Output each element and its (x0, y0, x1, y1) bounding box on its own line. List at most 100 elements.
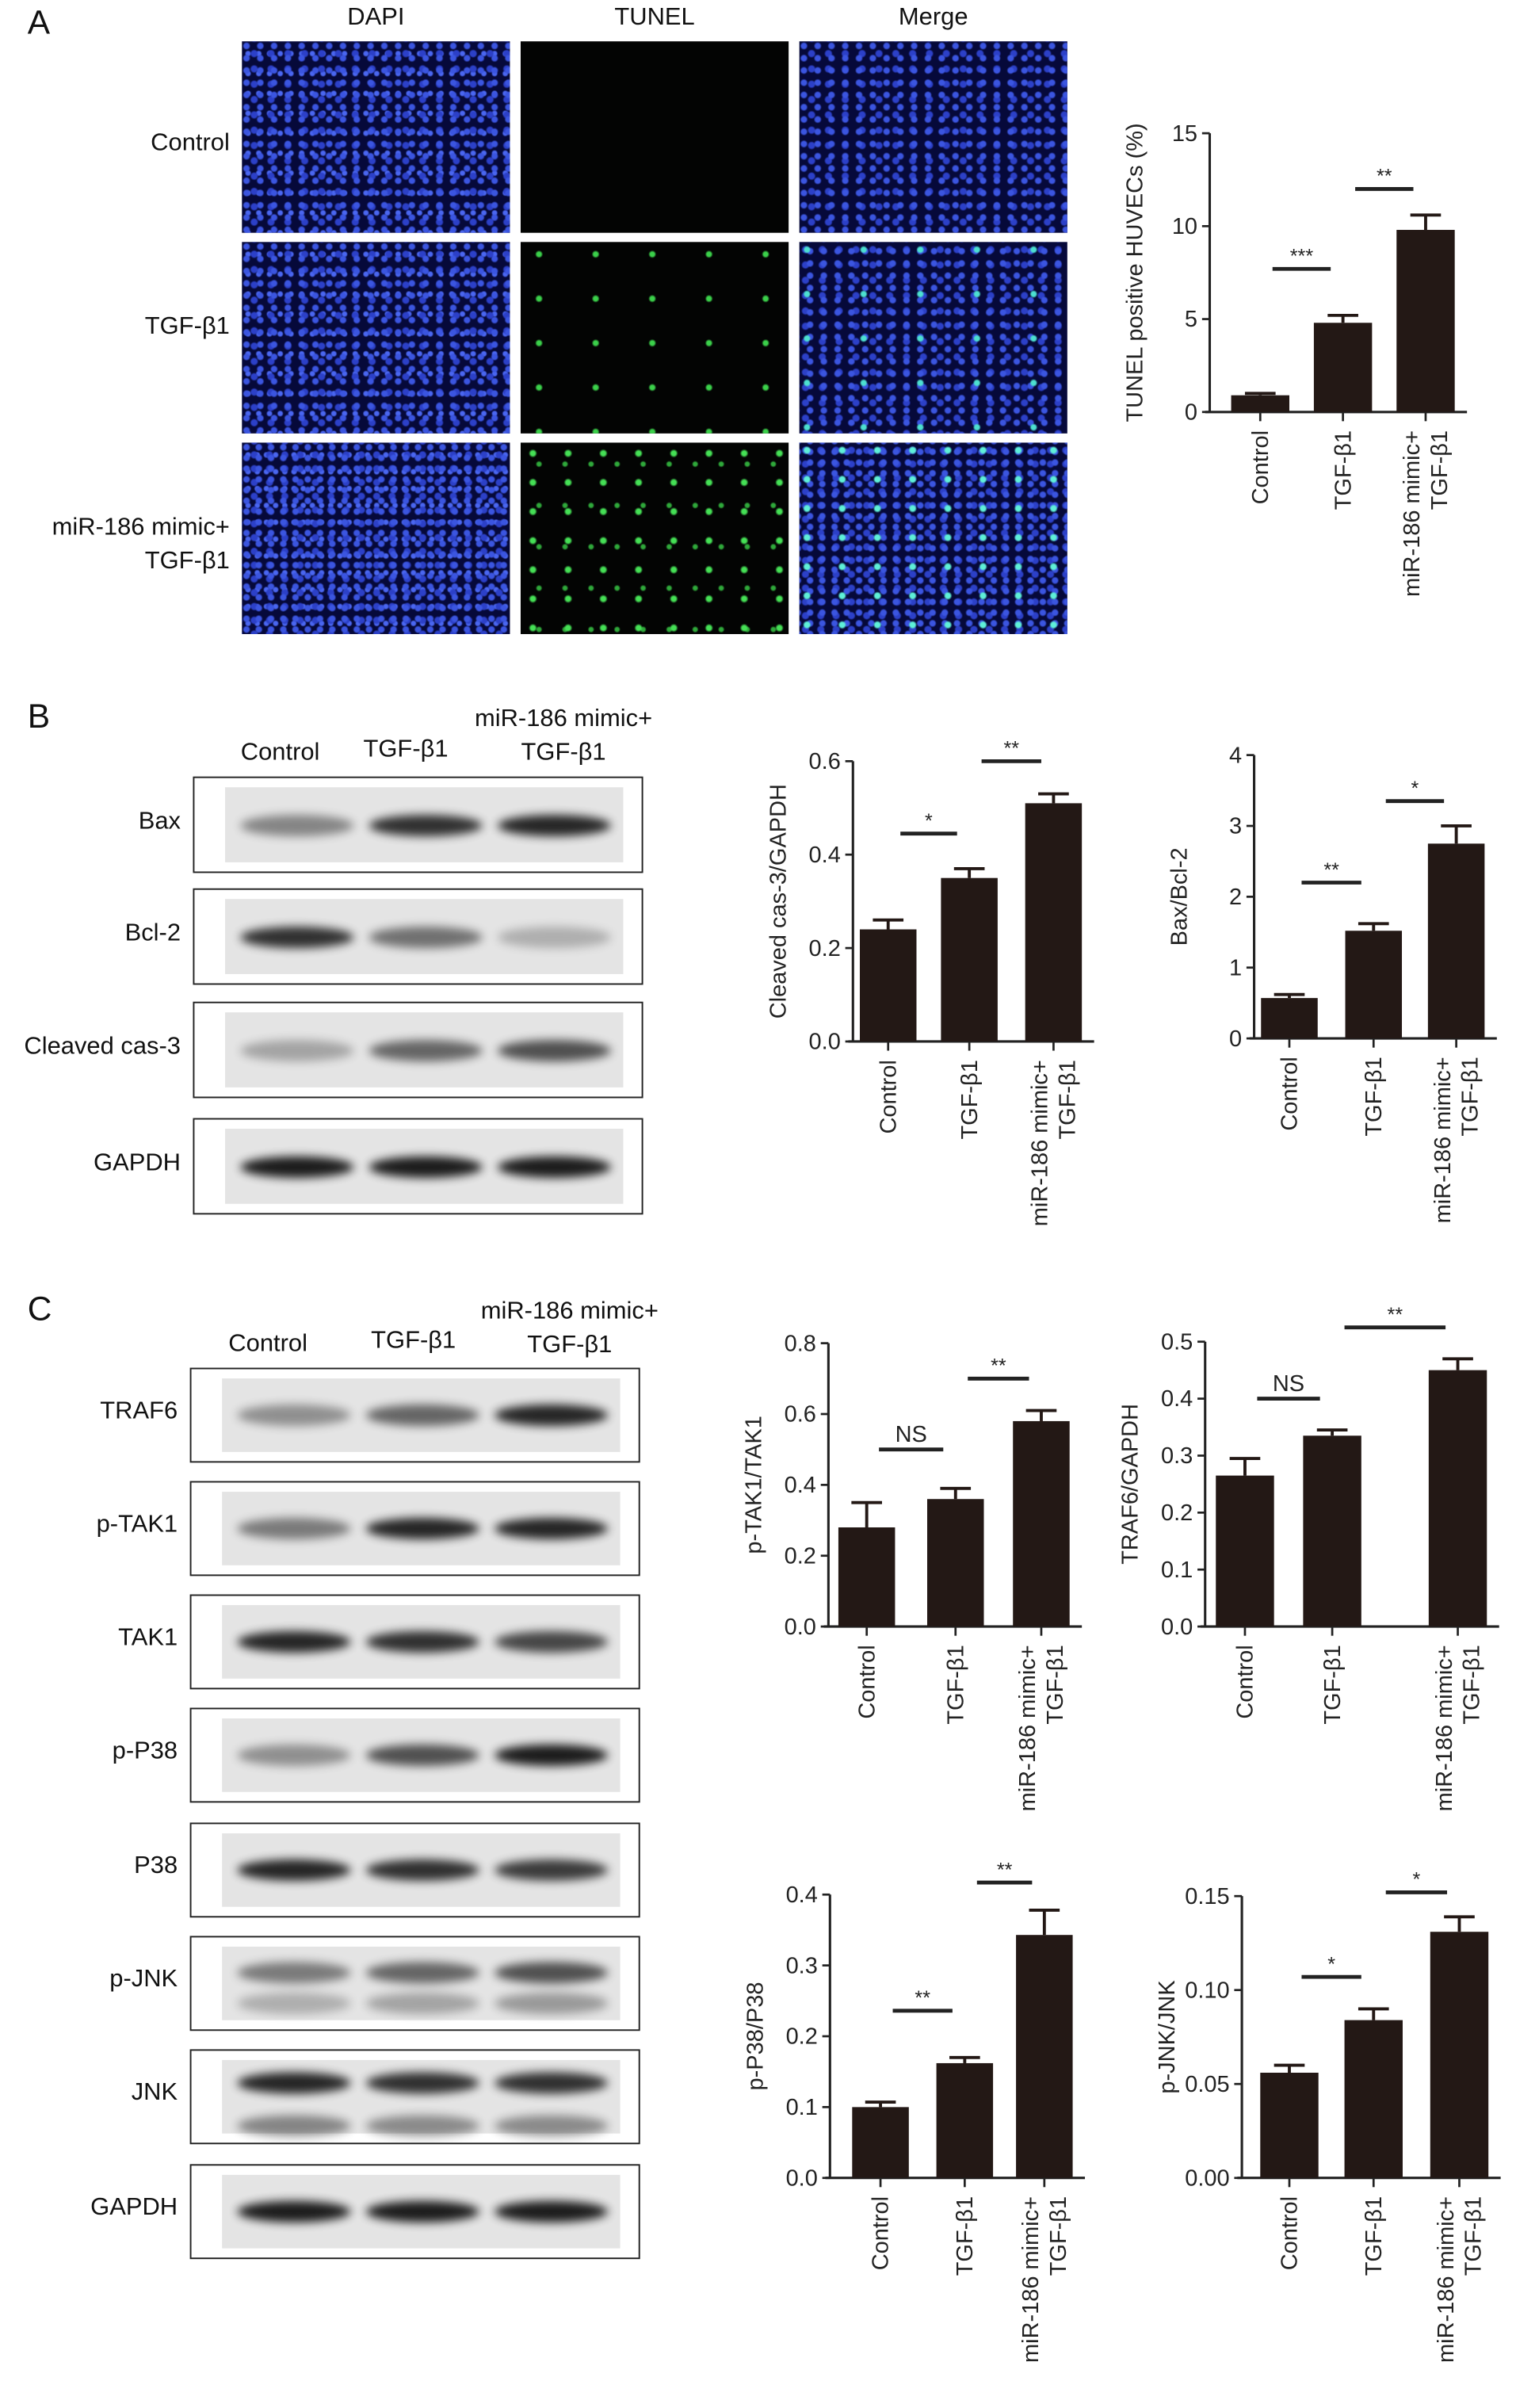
protein-band (240, 926, 354, 948)
protein-band (497, 926, 611, 948)
x-tick-label: TGF-β1 (957, 1060, 983, 1139)
western-blot-p-p38 (189, 1707, 640, 1803)
western-blot-gapdh (189, 2164, 640, 2260)
x-tick-label: miR-186 mimic+ (1400, 430, 1425, 597)
significance-label: ** (1004, 738, 1020, 760)
bar (1260, 2072, 1319, 2178)
y-tick-label: 1 (1229, 955, 1242, 980)
protein-band (495, 1859, 609, 1881)
bar (852, 2107, 909, 2178)
protein-band (237, 2072, 351, 2094)
significance-label: ** (991, 1355, 1006, 1378)
lane-label-mimic: miR-186 mimic+ TGF-β1 (480, 1298, 659, 1359)
blot-label: GAPDH (94, 1149, 181, 1176)
bar (1430, 1932, 1489, 2178)
y-tick-label: 0.00 (1185, 2165, 1229, 2191)
protein-band (497, 1039, 611, 1061)
protein-band (237, 1404, 351, 1426)
blot-label: p-P38 (112, 1738, 178, 1765)
y-tick-label: 0.2 (785, 1543, 816, 1569)
y-tick-label: 0.2 (1161, 1500, 1193, 1526)
x-tick-label: TGF-β1 (1331, 430, 1356, 510)
blot-label: TRAF6 (100, 1398, 178, 1425)
y-tick-label: 3 (1229, 814, 1242, 839)
western-blot-cleaved-cas-3 (193, 1001, 643, 1099)
column-header-tunel: TUNEL (614, 4, 695, 31)
bar (1016, 1935, 1073, 2178)
x-tick-label: TGF-β1 (953, 2196, 978, 2276)
blot-label: Cleaved cas-3 (24, 1033, 181, 1060)
western-blot-bax (193, 776, 643, 873)
protein-band (495, 1992, 609, 2014)
protein-band (495, 1962, 609, 1984)
western-blot-p-tak1 (189, 1481, 640, 1577)
protein-band (237, 2115, 351, 2137)
protein-band (365, 1517, 479, 1539)
micrograph-merge-control (799, 41, 1067, 233)
western-blot-p38 (189, 1822, 640, 1918)
protein-band (495, 1744, 609, 1766)
panel-label-a: A (27, 2, 51, 42)
micrograph-merge-tgf (799, 242, 1067, 434)
panel-label-c: C (27, 1289, 52, 1328)
western-blot-p-jnk (189, 1936, 640, 2032)
y-axis-label: TRAF6/GAPDH (1118, 1404, 1144, 1565)
y-tick-label: 2 (1229, 885, 1242, 910)
bar (1428, 1370, 1487, 1627)
x-tick-label: miR-186 mimic+ (1018, 2196, 1044, 2363)
lane-label-tgf: TGF-β1 (371, 1328, 456, 1355)
protein-band (495, 2200, 609, 2223)
y-tick-label: 0.15 (1185, 1884, 1229, 1909)
bar (838, 1527, 895, 1627)
y-tick-label: 0.0 (809, 1030, 841, 1055)
x-tick-label: Control (869, 2196, 894, 2270)
x-tick-label: Control (876, 1060, 901, 1133)
protein-band (495, 2072, 609, 2094)
row-label-control: Control (151, 130, 230, 157)
y-tick-label: 0.6 (809, 749, 841, 774)
micrograph-tunel-mimic (520, 442, 789, 634)
bar-chart-1: 0.0 0.2 0.4 0.6 Cleaved cas-3/GAPDH Control TG… (766, 738, 1094, 1226)
bar (941, 877, 998, 1042)
y-tick-label: 0.1 (786, 2095, 818, 2120)
bar-chart-4: 0.0 0.1 0.2 0.3 0.4 0.5 TRAF6/GAPDH Control TGF-… (1118, 1304, 1499, 1811)
x-tick-label: miR-186 mimic+ (1432, 1645, 1457, 1811)
y-axis-label: TUNEL positive HUVECs (%) (1122, 123, 1148, 422)
bar (1427, 843, 1485, 1039)
x-tick-label: TGF-β1 (1046, 2196, 1071, 2276)
y-tick-label: 0.4 (1161, 1386, 1193, 1412)
y-tick-label: 10 (1172, 214, 1197, 239)
significance-label: ** (915, 1987, 930, 2009)
micrograph-dapi-tgf (242, 242, 510, 434)
y-tick-label: 15 (1172, 121, 1197, 147)
y-tick-label: 0.3 (1161, 1443, 1193, 1469)
protein-band (237, 2200, 351, 2223)
significance-label: ** (997, 1859, 1013, 1881)
protein-band (368, 814, 483, 836)
y-axis-label: p-TAK1/TAK1 (741, 1416, 766, 1554)
bar (1396, 230, 1455, 412)
x-tick-label: TGF-β1 (1427, 430, 1453, 510)
bar (927, 1499, 984, 1627)
column-header-merge: Merge (898, 4, 968, 31)
blot-label: TAK1 (118, 1625, 178, 1652)
significance-label: *** (1290, 246, 1314, 268)
protein-band (495, 2115, 609, 2137)
y-tick-label: 0.4 (786, 1882, 818, 1908)
y-tick-label: 0.0 (1161, 1615, 1193, 1640)
bar (1025, 803, 1083, 1042)
y-tick-label: 0.0 (785, 1615, 816, 1640)
panel-label-b: B (27, 697, 51, 736)
x-tick-label: TGF-β1 (1361, 1057, 1387, 1136)
significance-label: NS (1273, 1371, 1304, 1397)
protein-band (497, 1155, 611, 1177)
western-blot-gapdh (193, 1118, 643, 1215)
y-tick-label: 0.10 (1185, 1978, 1229, 2003)
bar (859, 929, 917, 1042)
y-tick-label: 0 (1185, 399, 1197, 425)
blot-label: GAPDH (90, 2194, 178, 2221)
blot-label: JNK (131, 2080, 178, 2106)
